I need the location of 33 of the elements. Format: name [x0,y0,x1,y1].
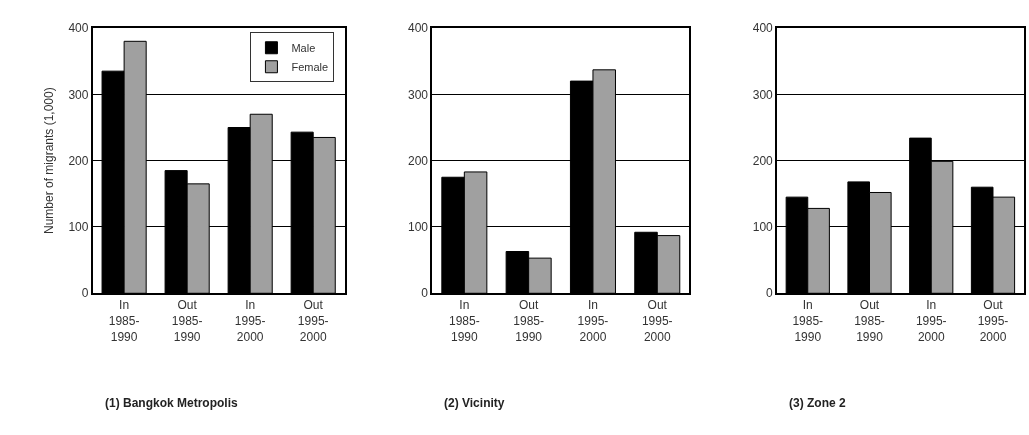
y-tick-label: 200 [408,153,429,168]
y-tick-label: 100 [752,220,774,235]
y-tick-label: 200 [752,153,774,168]
y-tick-label: 0 [81,286,89,301]
x-tick-label: In 1995-2000 [577,298,609,344]
y-tick-label: 400 [752,21,774,36]
x-tick-label: Out 1995-2000 [977,298,1009,344]
y-tick-label: 400 [408,21,429,36]
y-tick-label: 300 [408,87,429,102]
x-tick-label: Out 1985-1990 [513,298,544,344]
y-tick-label: 400 [68,21,89,36]
y-axis-title: Number of migrants (1,000) [42,87,57,235]
y-tick-label: 100 [408,220,429,235]
x-tick-label: Out 1985-1990 [171,298,203,344]
x-tick-label: In 1995-2000 [234,298,266,344]
x-tick-label: In 1985-1990 [792,298,824,344]
x-tick-label: In 1985-1990 [108,298,140,344]
y-tick-label: 200 [68,153,89,168]
legend-label: Male [291,42,316,55]
x-tick-label: In 1985-1990 [448,298,480,344]
text: (2) Vicinity [444,396,505,410]
y-tick-label: 0 [421,286,429,301]
text: (3) Zone 2 [789,396,846,410]
x-tick-label: In 1995-2000 [915,298,947,344]
y-tick-label: 100 [68,220,89,235]
y-tick-label: 300 [752,87,774,102]
y-tick-label: 300 [68,87,89,102]
text: (1) Bangkok Metropolis [105,396,239,410]
x-tick-label: Out 1995-2000 [641,298,673,344]
y-tick-label: 0 [766,286,774,301]
x-tick-label: Out 1985-1990 [854,298,885,344]
x-tick-label: Out 1995-2000 [297,298,329,344]
legend-label: Female [291,61,329,74]
